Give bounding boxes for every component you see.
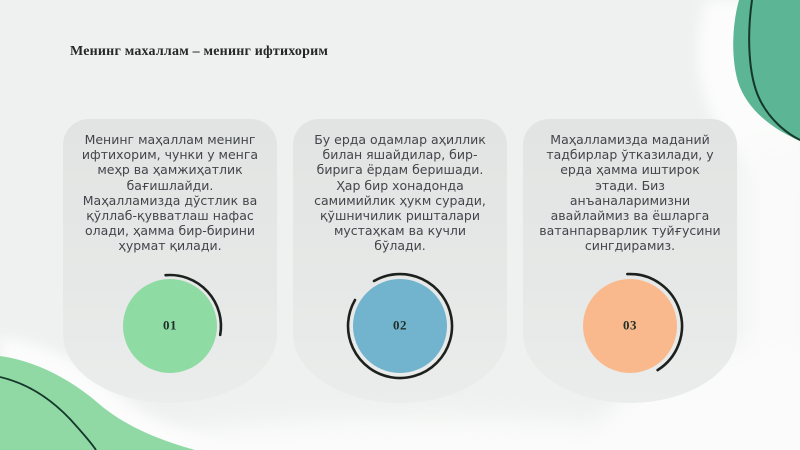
white-band-bottom [76, 418, 784, 450]
green-blob-top-right [733, 0, 800, 141]
step-number-2: 02 [393, 317, 407, 333]
circle-01-arc-icon [164, 273, 223, 337]
number-circle-1: 01 [110, 266, 230, 386]
circle-03-arc-icon [626, 272, 684, 372]
green-blob-line-decoration [748, 0, 800, 141]
slide-title: Менинг махаллам – менинг ифтихорим [70, 44, 329, 59]
number-circle-3: 03 [570, 266, 690, 386]
circle-01-fill [123, 279, 217, 373]
number-circle-2: 02 [340, 266, 460, 386]
step-number-1: 01 [163, 317, 177, 333]
info-card-3: Маҳалламизда маданий тадбирлар ўтказилад… [523, 119, 737, 403]
info-card-1: Менинг маҳаллам менинг ифтихорим, чунки … [63, 119, 277, 403]
card-1-text: Менинг маҳаллам менинг ифтихорим, чунки … [81, 132, 259, 254]
card-2-text: Бу ерда одамлар аҳиллик билан яшайдилар,… [314, 132, 486, 254]
cards-row: Менинг маҳаллам менинг ифтихорим, чунки … [63, 119, 739, 403]
circle-02-fill [353, 279, 447, 373]
info-card-2: Бу ерда одамлар аҳиллик билан яшайдилар,… [293, 119, 507, 403]
step-number-3: 03 [623, 317, 637, 333]
circle-02-arc-icon [346, 272, 454, 380]
card-3-text: Маҳалламизда маданий тадбирлар ўтказилад… [539, 132, 721, 254]
white-band-right-edge [742, 140, 800, 450]
circle-03-fill [583, 279, 677, 373]
